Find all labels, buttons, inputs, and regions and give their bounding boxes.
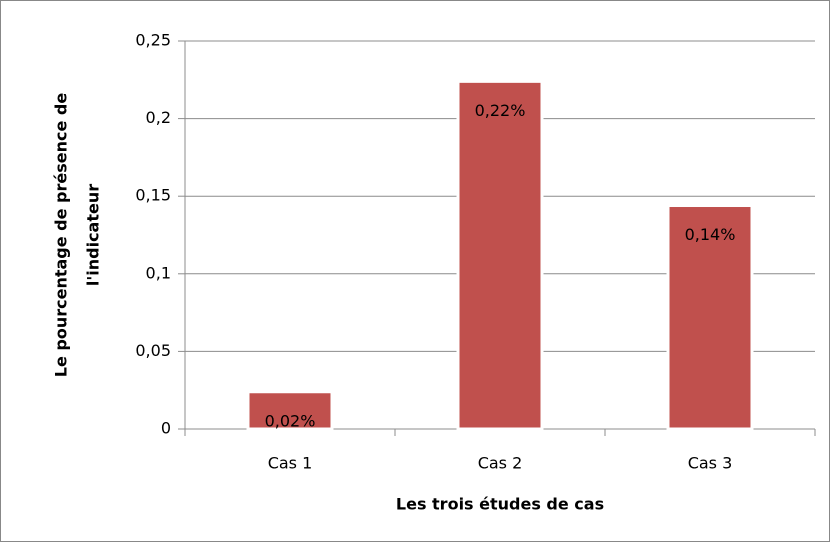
y-tick-label: 0,15 — [135, 186, 171, 205]
y-tick-label: 0,25 — [135, 31, 171, 50]
x-tick-label: Cas 3 — [688, 454, 733, 473]
x-tick-label: Cas 2 — [478, 454, 523, 473]
y-tick-label: 0 — [161, 419, 171, 438]
x-axis-label: Les trois études de cas — [396, 495, 604, 514]
y-tick-label: 0,2 — [146, 108, 171, 127]
data-label: 0,02% — [265, 411, 316, 430]
y-tick-label: 0,1 — [146, 263, 171, 282]
y-axis-label: l'indicateur — [84, 184, 103, 286]
bar — [246, 390, 334, 431]
y-tick-label: 0,05 — [135, 341, 171, 360]
y-axis-label: Le pourcentage de présence de — [52, 93, 71, 378]
bar — [456, 79, 544, 431]
bar — [666, 204, 754, 431]
data-label: 0,14% — [685, 225, 736, 244]
x-tick-label: Cas 1 — [268, 454, 313, 473]
data-label: 0,22% — [475, 101, 526, 120]
